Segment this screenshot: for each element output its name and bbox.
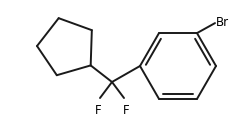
Text: Br: Br	[216, 16, 229, 29]
Text: F: F	[95, 104, 101, 117]
Text: F: F	[123, 104, 129, 117]
